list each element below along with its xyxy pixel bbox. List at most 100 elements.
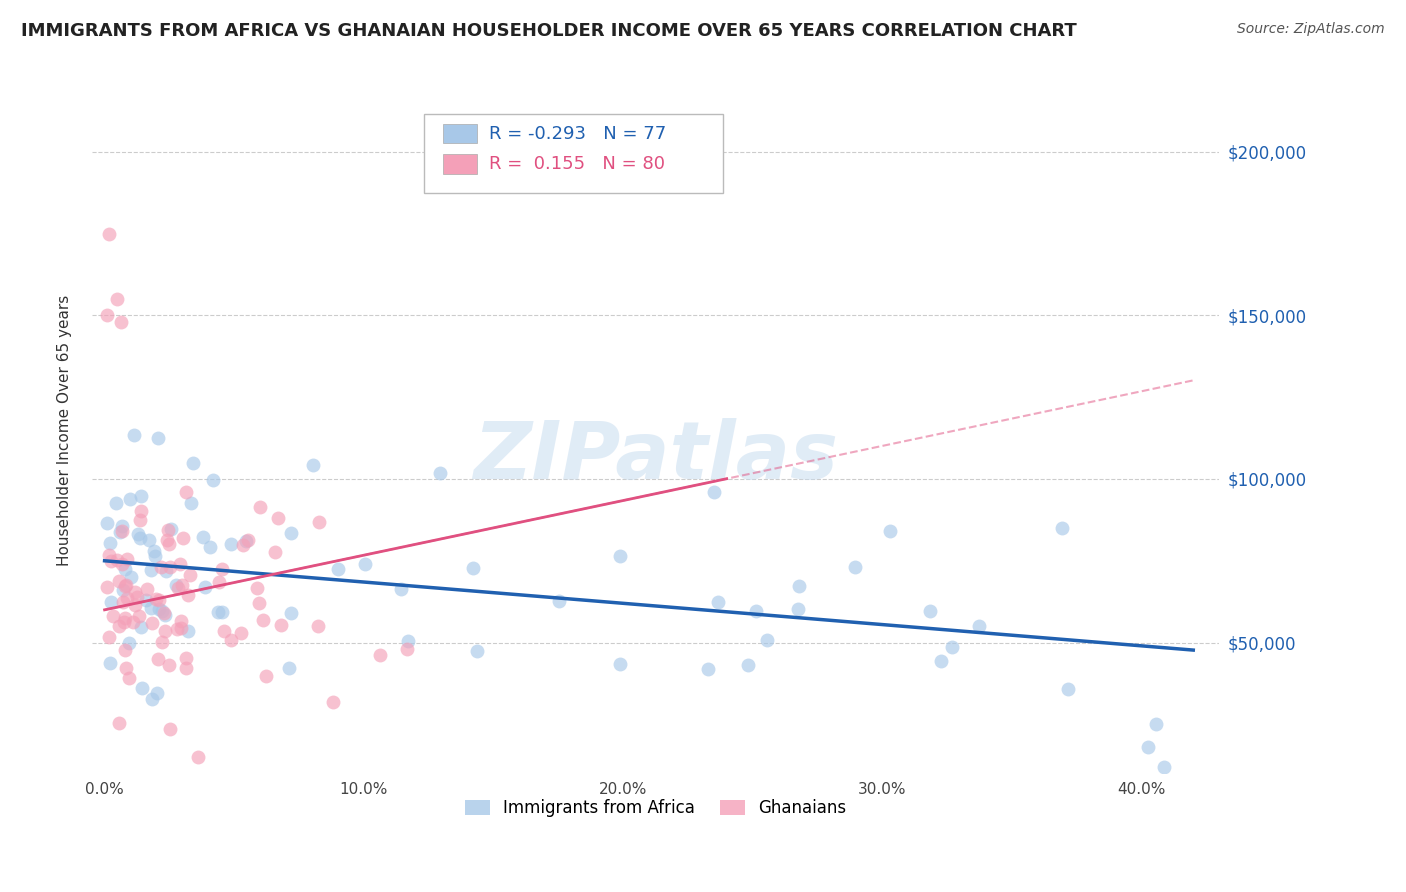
Point [110, 315, 132, 329]
Point [104, 496, 127, 510]
Point [1050, 520, 1073, 534]
Point [98, 536, 121, 550]
Point [187, 750, 209, 764]
Point [96, 580, 118, 594]
Point [172, 578, 194, 592]
Point [111, 595, 134, 609]
Point [124, 598, 146, 612]
Point [98, 227, 121, 241]
Point [115, 552, 138, 566]
Point [232, 538, 254, 552]
Point [150, 635, 173, 649]
Point [108, 716, 131, 731]
Point [125, 590, 148, 604]
Text: ZIPatlas: ZIPatlas [472, 418, 838, 496]
Text: R = -0.293   N = 77: R = -0.293 N = 77 [488, 125, 666, 143]
Point [118, 492, 141, 507]
Point [744, 604, 766, 618]
Point [929, 654, 952, 668]
Point [201, 473, 224, 487]
Point [179, 568, 201, 582]
Point [96, 309, 118, 323]
Point [967, 619, 990, 633]
Point [787, 579, 810, 593]
Point [354, 557, 377, 571]
Point [254, 669, 277, 683]
Point [879, 524, 901, 538]
Legend: Immigrants from Africa, Ghanaians: Immigrants from Africa, Ghanaians [458, 792, 853, 823]
Point [396, 633, 419, 648]
Point [170, 621, 193, 635]
Point [267, 511, 290, 525]
Point [155, 564, 177, 578]
Point [755, 632, 778, 647]
Point [153, 624, 176, 639]
Point [129, 531, 152, 545]
Point [159, 723, 181, 737]
Point [138, 533, 160, 548]
Point [150, 560, 173, 574]
Point [326, 562, 349, 576]
Point [124, 584, 146, 599]
Point [97, 630, 120, 644]
Point [111, 524, 134, 538]
Point [141, 563, 163, 577]
Point [141, 601, 163, 615]
Point [737, 658, 759, 673]
Point [122, 615, 145, 630]
Point [174, 651, 197, 665]
Point [308, 515, 330, 529]
Point [141, 616, 163, 631]
Point [153, 607, 176, 622]
Point [159, 560, 181, 574]
Point [96, 516, 118, 530]
Point [461, 561, 484, 575]
Point [609, 549, 631, 563]
Point [280, 606, 302, 620]
Point [844, 560, 866, 574]
Point [166, 622, 188, 636]
Point [277, 661, 299, 675]
Point [219, 537, 242, 551]
Point [148, 601, 170, 615]
Point [127, 526, 149, 541]
Point [156, 523, 179, 537]
Point [235, 534, 257, 549]
Point [114, 577, 136, 591]
Point [148, 593, 170, 607]
Point [703, 484, 725, 499]
Point [122, 428, 145, 442]
Point [177, 624, 200, 638]
Point [114, 562, 136, 576]
Point [252, 613, 274, 627]
Point [280, 526, 302, 541]
Text: R =  0.155   N = 80: R = 0.155 N = 80 [488, 155, 665, 173]
Point [101, 609, 124, 624]
Point [108, 524, 131, 539]
Point [105, 553, 128, 567]
Point [1136, 740, 1159, 755]
Point [129, 512, 152, 526]
Y-axis label: Householder Income Over 65 years: Householder Income Over 65 years [58, 294, 72, 566]
Point [148, 431, 170, 445]
Point [706, 595, 728, 609]
Point [148, 652, 170, 666]
Point [214, 624, 236, 638]
Bar [443, 154, 477, 174]
Point [159, 658, 181, 673]
Point [245, 581, 267, 595]
Point [249, 596, 271, 610]
Point [120, 570, 142, 584]
Point [136, 582, 159, 596]
Point [396, 642, 419, 657]
Point [389, 582, 412, 596]
Point [177, 588, 200, 602]
Point [697, 662, 720, 676]
Point [193, 580, 215, 594]
Point [114, 643, 136, 657]
Point [198, 540, 221, 554]
Point [107, 574, 129, 589]
Point [118, 636, 141, 650]
Point [172, 531, 194, 545]
Point [207, 605, 229, 619]
